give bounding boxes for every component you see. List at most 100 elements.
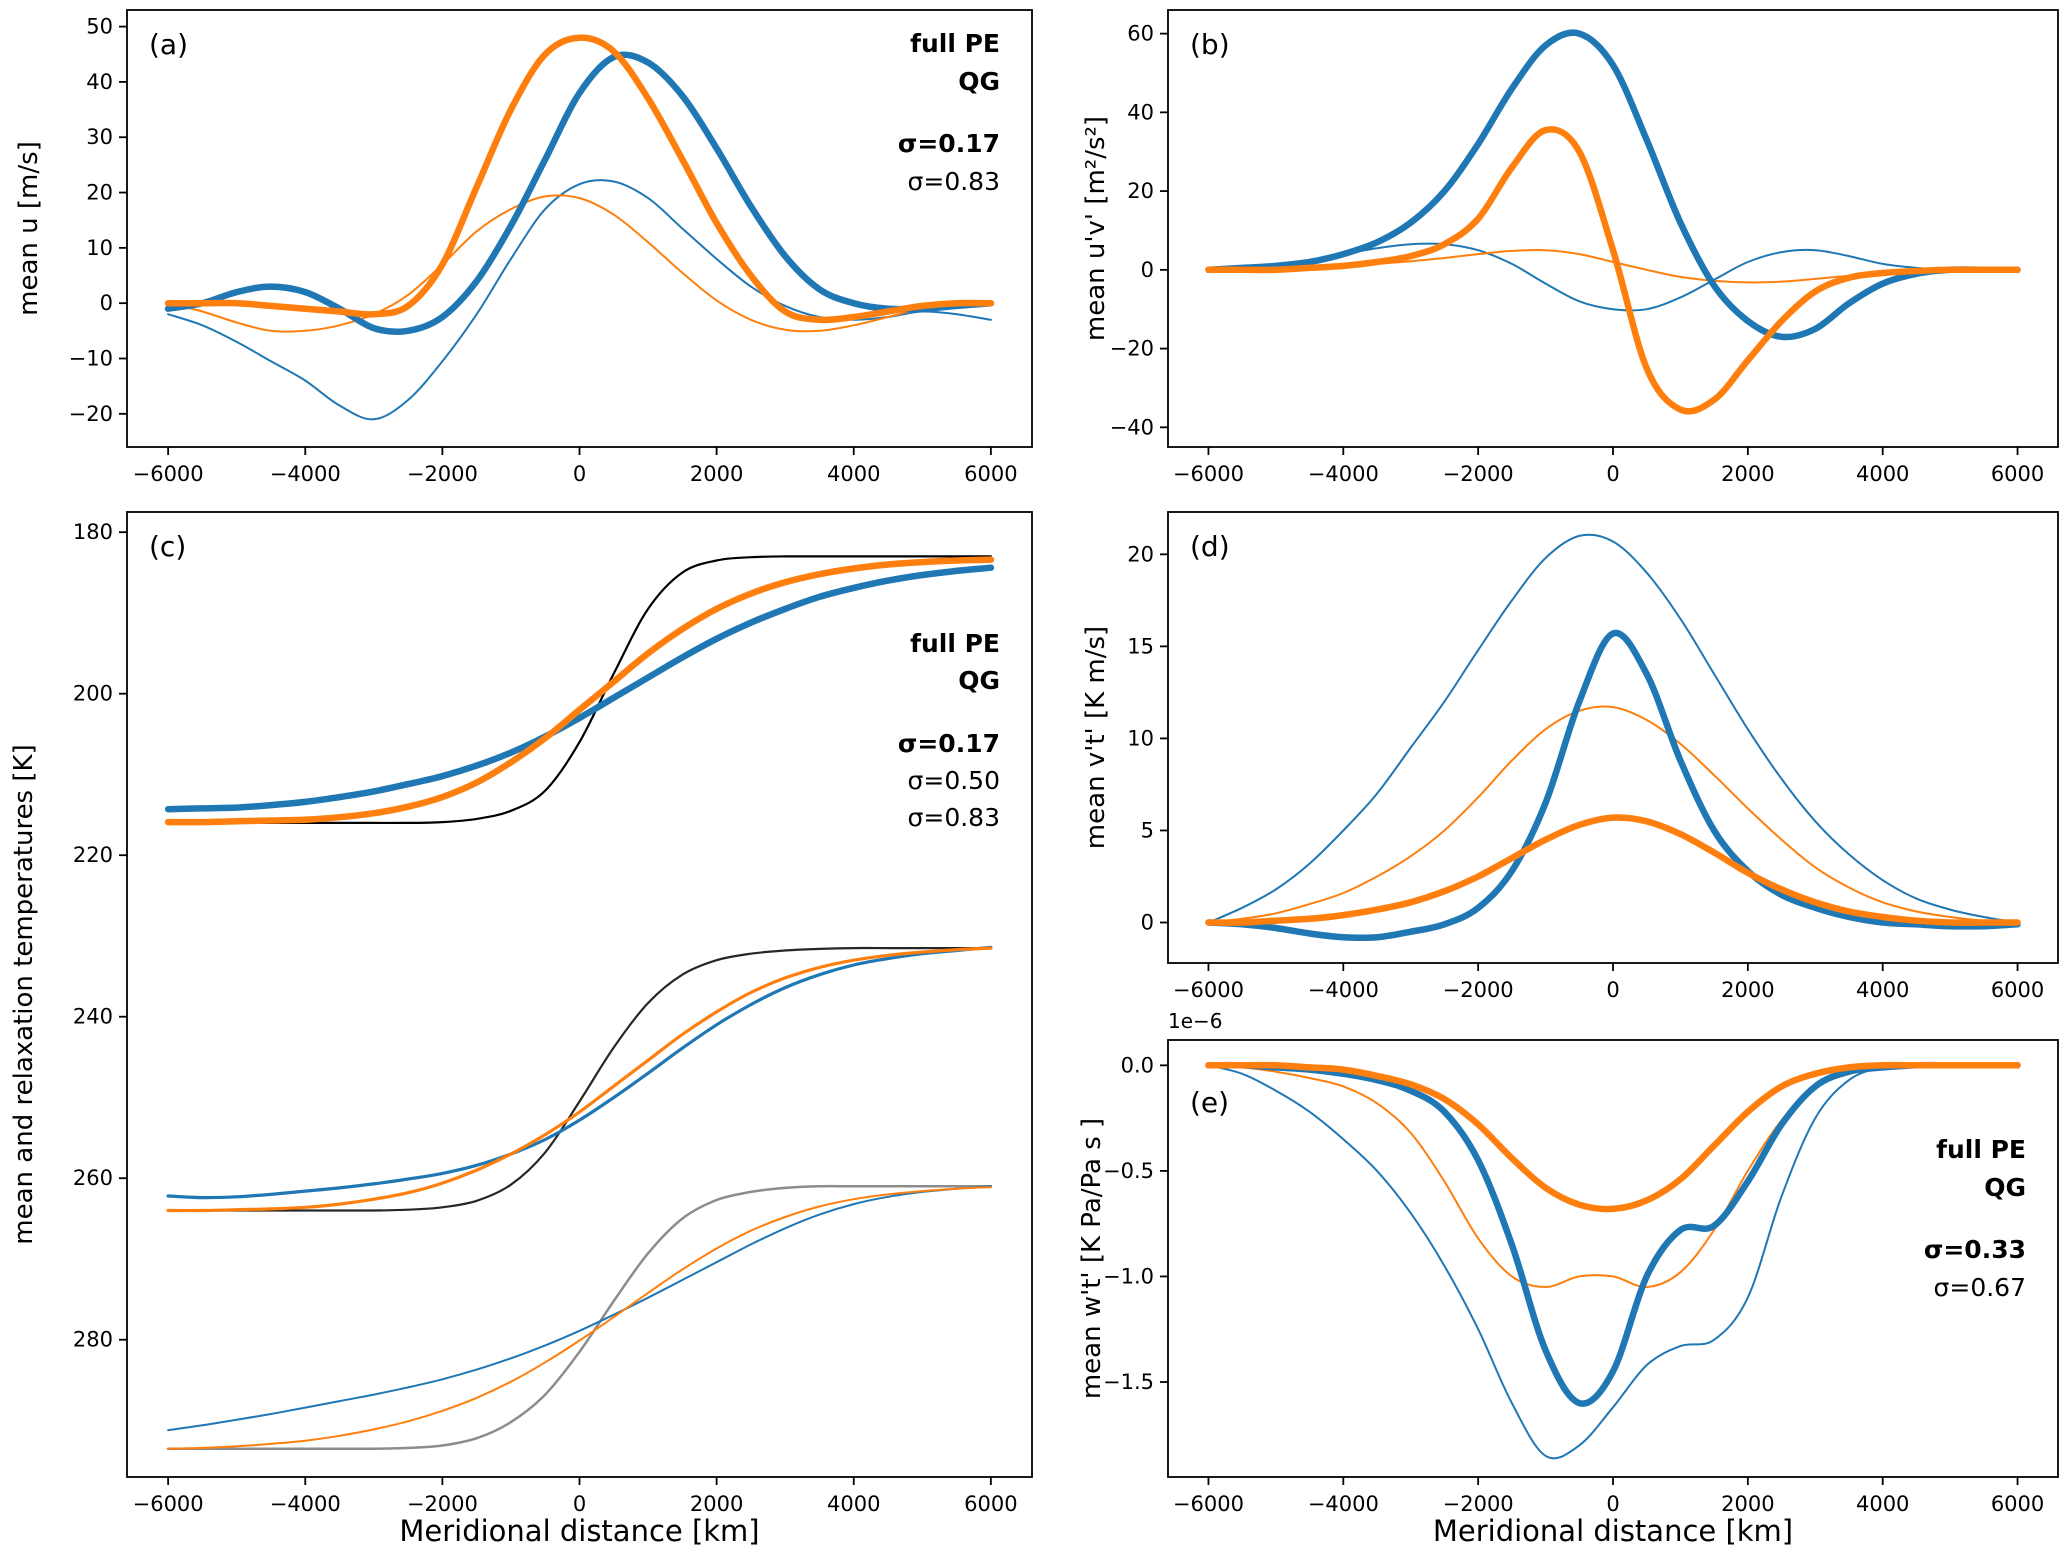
y-tick-label: 20: [86, 181, 113, 205]
legend-entry: σ=0.50: [908, 766, 1000, 795]
y-tick-label: 5: [1141, 818, 1154, 842]
panel-letter-b: (b): [1190, 28, 1230, 61]
x-axis-label-c: Meridional distance [km]: [399, 1514, 759, 1545]
y-axis-label-b: mean u'v' [m²/s²]: [1081, 116, 1111, 341]
x-tick-label: 6000: [1991, 978, 2044, 1002]
x-tick-label: −4000: [270, 462, 341, 486]
y-tick-label: 40: [1127, 100, 1154, 124]
panel-a-series: [164, 34, 995, 421]
series-full-pe-thin-sigma083: [167, 179, 992, 421]
series-full-pe-thick-sigma017: [164, 51, 995, 336]
x-tick-label: 2000: [1721, 1492, 1774, 1516]
x-tick-label: 4000: [827, 462, 880, 486]
y-tick-label: 180: [73, 520, 113, 544]
y-tick-label: 0.0: [1121, 1053, 1154, 1077]
y-tick-label: −40: [1110, 415, 1154, 439]
y-tick-label: −20: [1110, 337, 1154, 361]
y-tick-label: 220: [73, 843, 113, 867]
x-tick-label: 0: [1606, 1492, 1619, 1516]
x-axis-label-e: Meridional distance [km]: [1433, 1514, 1793, 1545]
y-tick-label: 240: [73, 1005, 113, 1029]
series-full-pe-thin-sigma067: [1207, 1064, 2019, 1460]
y-tick-label: 20: [1127, 542, 1154, 566]
x-tick-label: −2000: [1443, 462, 1514, 486]
axes-box-b: [1167, 9, 2059, 448]
series-full-pe-sigma083: [167, 1185, 992, 1432]
panel-a: −6000 −4000 −2000 0 2000 4000 6000 50 40 30 20 10 0 −…: [14, 9, 1033, 486]
legend-entry: σ=0.83: [908, 167, 1000, 196]
y-tick-label: 30: [86, 125, 113, 149]
y-axis-label-c: mean and relaxation temperatures [K]: [9, 744, 39, 1244]
x-tick-label: 4000: [1856, 978, 1909, 1002]
y-tick-label: −20: [69, 402, 113, 426]
series-full-pe-thick-sigma033: [1205, 1061, 2021, 1407]
x-tick-label: 4000: [827, 1492, 880, 1516]
x-tick-label: −4000: [1308, 462, 1379, 486]
y-tick-label: 280: [73, 1328, 113, 1352]
legend-entry: QG: [958, 666, 1000, 695]
y-tick-label: 15: [1127, 634, 1154, 658]
x-tick-label: 0: [1606, 462, 1619, 486]
legend-entry: full PE: [910, 29, 1000, 58]
x-tick-label: 2000: [1721, 462, 1774, 486]
x-tick-label: 2000: [690, 462, 743, 486]
y-axis-label-a: mean u [m/s]: [14, 141, 44, 316]
y-tick-label: 0: [1141, 258, 1154, 282]
series-full-pe-thin-sigma083: [1207, 533, 2019, 924]
series-full-pe-sigma050: [166, 945, 993, 1200]
x-tick-label: −2000: [407, 462, 478, 486]
series-qg-thick-sigma017: [1205, 126, 2021, 415]
y-tick-label: 50: [86, 15, 113, 39]
legend-entry: full PE: [910, 629, 1000, 658]
legend-entry: σ=0.17: [898, 729, 1000, 758]
axes-box-c: [126, 511, 1033, 1478]
y-axis-label-d: mean v't' [K m/s]: [1081, 626, 1111, 849]
y-tick-label: 60: [1127, 22, 1154, 46]
x-tick-label: 4000: [1856, 462, 1909, 486]
y-tick-label: 0: [1141, 911, 1154, 935]
series-qg-thick-sigma017: [1205, 814, 2021, 926]
y-tick-label: 40: [86, 70, 113, 94]
x-tick-label: −6000: [133, 1492, 204, 1516]
legend-entry: σ=0.67: [1934, 1273, 2026, 1302]
x-tick-label: −4000: [1308, 1492, 1379, 1516]
series-qg-thick-sigma017: [164, 34, 995, 324]
series-qg-thin-sigma067: [1207, 1064, 2019, 1289]
panel-c: −6000 −4000 −2000 0 2000 4000 6000 180 200 220 240…: [9, 511, 1033, 1545]
panel-e: −6000 −4000 −2000 0 2000 4000 6000 0.0 −0.5 −1.0 −…: [1077, 1009, 2059, 1545]
x-tick-label: 6000: [964, 462, 1017, 486]
y-tick-label: 0: [100, 291, 113, 315]
y-tick-label: −0.5: [1103, 1159, 1154, 1183]
series-qg-sigma083: [167, 1186, 992, 1450]
series-relaxation-sigma017: [167, 555, 992, 825]
axes-box-d: [1167, 511, 2059, 964]
series-qg-sigma017: [164, 556, 995, 826]
panel-b-series: [1205, 29, 2021, 415]
x-tick-label: −2000: [407, 1492, 478, 1516]
y-axis-offset-label: 1e−6: [1168, 1009, 1223, 1033]
series-relaxation-sigma050: [167, 946, 992, 1212]
panel-letter-d: (d): [1190, 530, 1230, 563]
series-qg-sigma050: [166, 946, 993, 1213]
x-tick-label: −4000: [1308, 978, 1379, 1002]
y-tick-label: −1.5: [1103, 1370, 1154, 1394]
series-full-pe-thick-sigma017: [1205, 629, 2021, 942]
x-tick-label: 2000: [1721, 978, 1774, 1002]
legend-entry: QG: [1984, 1173, 2026, 1202]
x-tick-label: 2000: [690, 1492, 743, 1516]
panel-letter-c: (c): [149, 530, 186, 563]
y-tick-label: 10: [1127, 726, 1154, 750]
y-tick-label: 20: [1127, 179, 1154, 203]
y-tick-label: −1.0: [1103, 1264, 1154, 1288]
series-qg-thin-sigma083: [1207, 705, 2019, 924]
x-tick-label: −2000: [1443, 1492, 1514, 1516]
y-tick-label: 260: [73, 1166, 113, 1190]
x-tick-label: −6000: [1173, 462, 1244, 486]
x-tick-label: −4000: [270, 1492, 341, 1516]
legend-entry: σ=0.83: [908, 803, 1000, 832]
panel-letter-e: (e): [1190, 1086, 1229, 1119]
x-tick-label: 0: [1606, 978, 1619, 1002]
x-tick-label: 0: [573, 1492, 586, 1516]
